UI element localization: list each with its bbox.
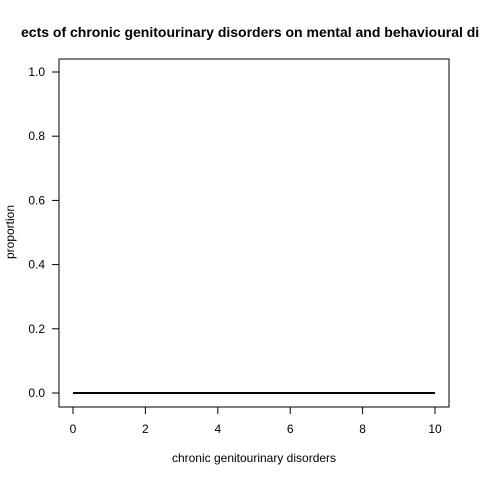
y-axis-label: proportion [3, 205, 17, 259]
chart-title: ects of chronic genitourinary disorders … [21, 24, 480, 40]
x-tick-label: 8 [359, 422, 366, 436]
y-tick-label: 0.4 [28, 258, 45, 272]
x-axis: 0 2 4 6 8 10 [70, 406, 442, 436]
x-axis-label: chronic genitourinary disorders [172, 451, 336, 465]
y-axis: 0.0 0.2 0.4 0.6 0.8 1.0 [28, 65, 60, 400]
y-tick-label: 1.0 [28, 65, 45, 79]
x-tick-label: 4 [214, 422, 221, 436]
x-tick-label: 2 [142, 422, 149, 436]
x-tick-label: 10 [428, 422, 442, 436]
y-tick-label: 0.2 [28, 322, 45, 336]
y-tick-label: 0.8 [28, 129, 45, 143]
plot-area-frame [58, 58, 450, 408]
x-tick-label: 6 [287, 422, 294, 436]
x-tick-label: 0 [70, 422, 77, 436]
y-tick-label: 0.0 [28, 386, 45, 400]
y-tick-label: 0.6 [28, 193, 45, 207]
